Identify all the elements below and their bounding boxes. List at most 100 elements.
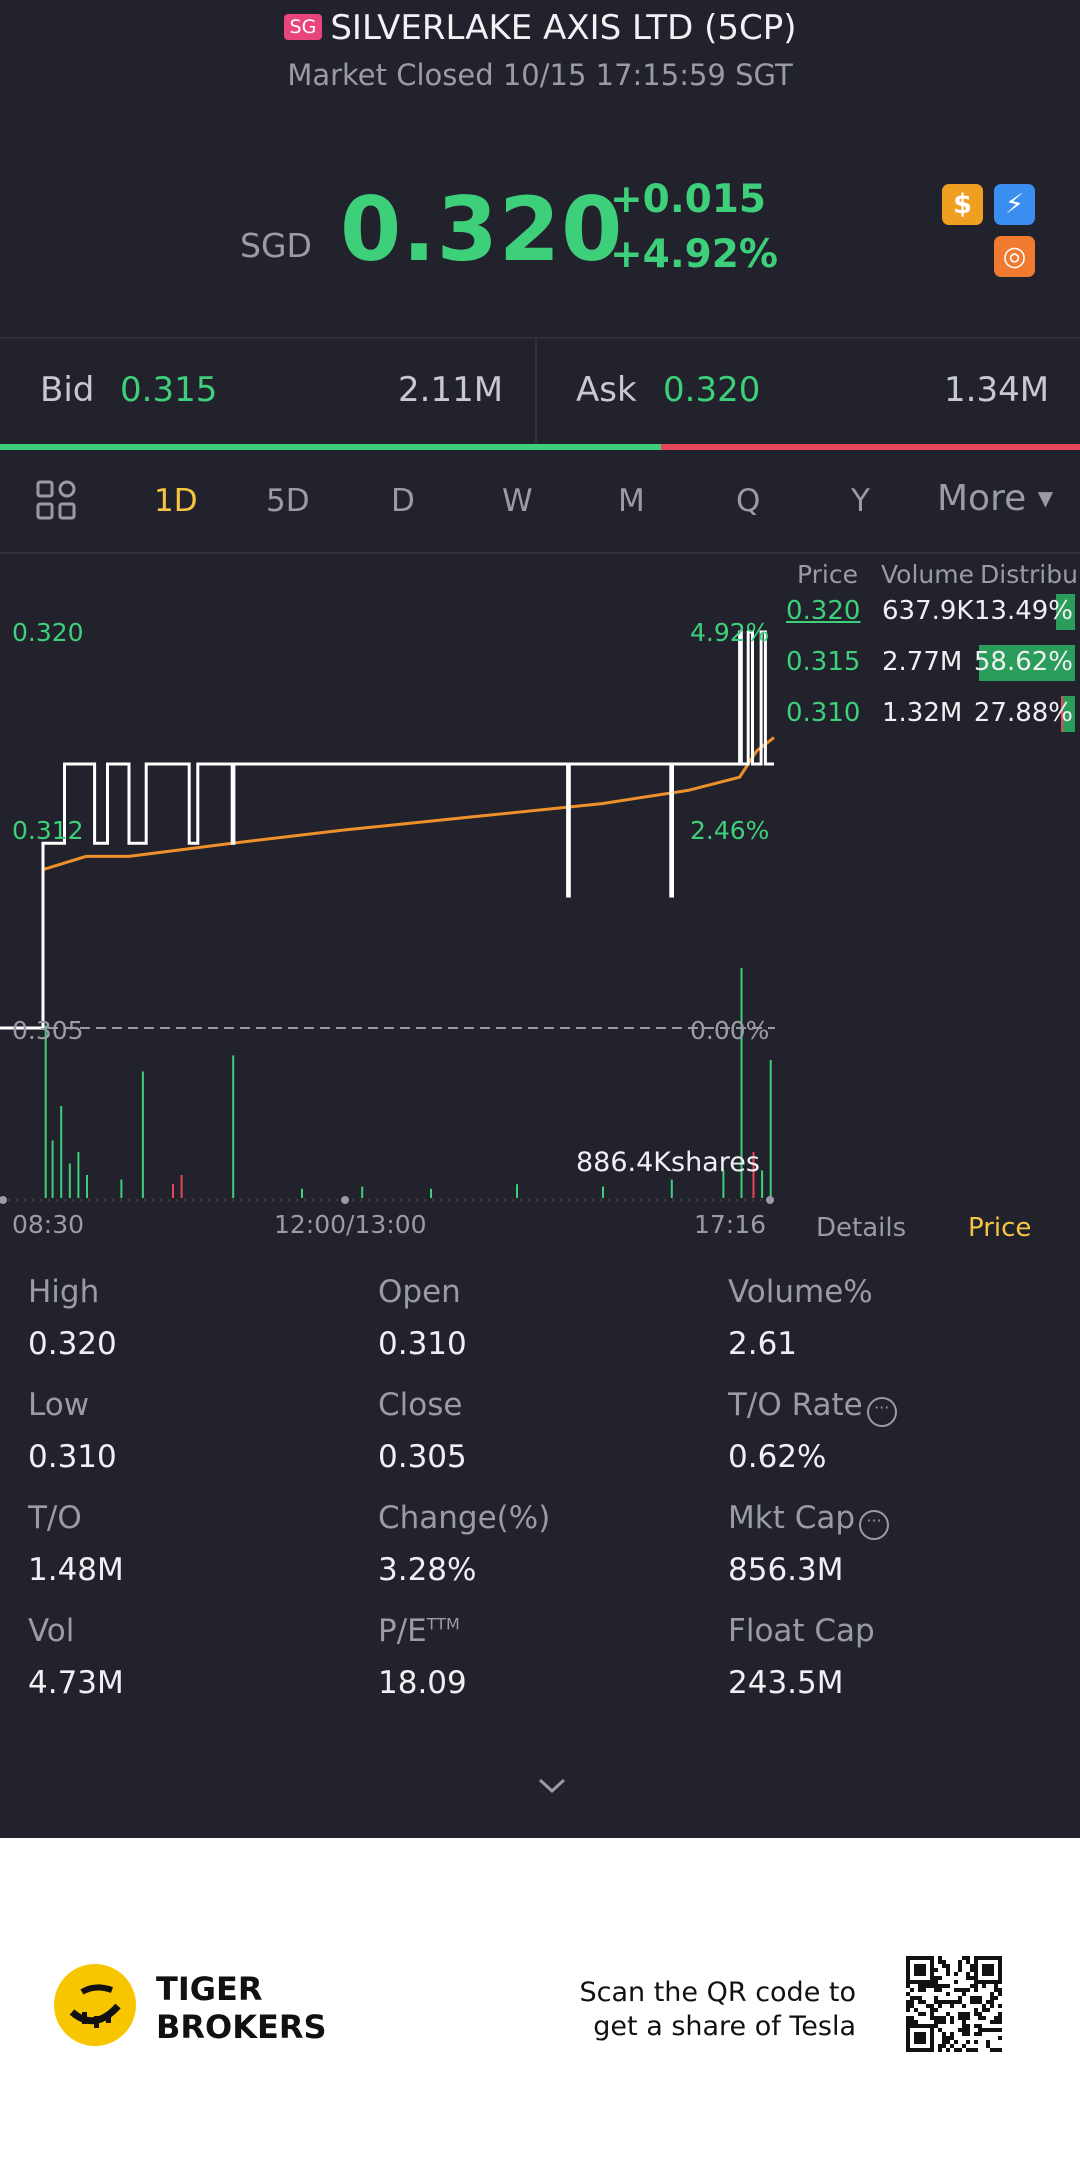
volume-bar (86, 1175, 88, 1198)
dist-percent: 58.62% (973, 647, 1073, 677)
market-status: Market Closed 10/15 17:15:59 SGT (287, 58, 793, 92)
info-icon[interactable]: ··· (859, 1510, 890, 1540)
x-tick-dot (341, 1196, 349, 1204)
dist-bar: 27.88% (974, 696, 1075, 732)
divider (0, 337, 1080, 339)
stat-value: 0.310 (378, 1326, 467, 1362)
tab-details[interactable]: Details (816, 1213, 907, 1243)
tab-d[interactable]: D (391, 483, 415, 519)
dist-bar: 13.49% (974, 594, 1075, 630)
y-tick-label: 0.305 (12, 1016, 84, 1045)
volume-bar (722, 1170, 725, 1198)
dist-price[interactable]: 0.310 (786, 698, 861, 728)
stat-label: High (28, 1274, 99, 1310)
stat-value: 0.62% (728, 1439, 827, 1475)
info-icon[interactable]: ··· (866, 1397, 897, 1427)
y-tick-percent: 0.00% (690, 1016, 770, 1045)
grid-menu-icon[interactable] (36, 480, 76, 520)
dist-header-price: Price (797, 560, 858, 589)
y-tick-percent: 4.92% (690, 618, 770, 647)
brand-line1: TIGER (156, 1970, 263, 2008)
stat-label-text: High (28, 1274, 100, 1310)
volume-bar (361, 1186, 364, 1198)
divider (535, 337, 537, 445)
stat-value: 243.5M (728, 1665, 844, 1701)
dist-volume: 1.32M (882, 698, 963, 728)
volume-bar (232, 1055, 235, 1198)
volume-bar (77, 1152, 80, 1198)
stat-label: Vol (28, 1613, 74, 1649)
x-tick-label: 17:16 (694, 1210, 767, 1239)
dist-buy-fill (979, 645, 1075, 681)
stat-label-text: Change(%) (378, 1500, 551, 1536)
stat-value: 3.28% (378, 1552, 477, 1588)
tab-price[interactable]: Price (968, 1213, 1032, 1243)
y-tick-label: 0.312 (12, 816, 84, 845)
stat-label: Low (28, 1387, 89, 1423)
stat-value: 4.73M (28, 1665, 124, 1701)
tab-m[interactable]: M (618, 483, 645, 519)
volume-bar (769, 1060, 772, 1198)
volume-bar (752, 1152, 755, 1198)
stat-value: 1.48M (28, 1552, 124, 1588)
volume-bar (740, 968, 743, 1198)
tab-y[interactable]: Y (851, 483, 870, 519)
stat-label: Float Cap (728, 1613, 875, 1649)
tab-q[interactable]: Q (736, 483, 761, 519)
dist-price[interactable]: 0.315 (786, 647, 861, 677)
tab-w[interactable]: W (502, 483, 533, 519)
tab-1d[interactable]: 1D (154, 483, 198, 519)
qr-code[interactable] (906, 1956, 1002, 2052)
tab-5d[interactable]: 5D (266, 483, 310, 519)
volume-bar (670, 1179, 673, 1198)
dist-volume: 637.9K (882, 596, 974, 626)
pe-ttm-superscript: TTM (426, 1614, 460, 1634)
stat-label[interactable]: T/O Rate ··· (728, 1387, 897, 1427)
volume-bars (44, 968, 772, 1198)
volume-bar (141, 1071, 144, 1198)
price-change: +0.015 +4.92% (610, 172, 778, 282)
promo-text: Scan the QR code to get a share of Tesla (540, 1976, 856, 2044)
tab-more[interactable]: More ▼ (937, 478, 1053, 519)
dist-percent: 27.88% (973, 698, 1073, 728)
volume-bar (120, 1179, 123, 1198)
stat-label: T/O (28, 1500, 82, 1536)
volume-bar (172, 1184, 174, 1198)
volume-readout: 886.4Kshares (576, 1147, 760, 1178)
dist-price[interactable]: 0.320 (786, 596, 861, 626)
volume-bar (68, 1163, 71, 1198)
lightning-icon[interactable]: ⚡ (994, 184, 1035, 225)
stat-label-text: Vol (28, 1613, 75, 1649)
stat-value: 856.3M (728, 1552, 844, 1588)
dist-percent: 13.49% (973, 596, 1073, 626)
dist-volume: 2.77M (882, 647, 963, 677)
ask-label: Ask (576, 370, 637, 410)
trend-icon[interactable]: ◎ (994, 236, 1035, 277)
stat-label: Open (378, 1274, 461, 1310)
intraday-chart[interactable] (0, 552, 780, 1212)
stat-label-text: Low (28, 1387, 90, 1423)
bid-ask-ratio-bar (0, 444, 1080, 450)
x-tick-dot (0, 1196, 7, 1204)
volume-bar (516, 1184, 518, 1198)
tiger-logo-icon (52, 1962, 138, 2048)
stock-title: SG SILVERLAKE AXIS LTD (5CP) (0, 8, 1080, 48)
stat-label-text: Close (378, 1387, 463, 1423)
dist-bar: 58.62% (974, 645, 1075, 681)
volume-bar (430, 1188, 432, 1198)
stat-label-text: Volume% (728, 1274, 873, 1310)
price-line (0, 630, 774, 1030)
last-price: 0.320 (340, 178, 624, 281)
stat-label: P/ETTM (378, 1613, 460, 1649)
dollar-icon[interactable]: $ (942, 184, 983, 225)
dist-buy-fill (1063, 696, 1075, 732)
stat-label[interactable]: Mkt Cap ··· (728, 1500, 890, 1540)
stat-label: Close (378, 1387, 462, 1423)
stat-value: 18.09 (378, 1665, 467, 1701)
x-tick-label: 08:30 (12, 1210, 85, 1239)
promo-footer: TIGER BROKERS Scan the QR code to get a … (0, 1838, 1080, 2172)
y-tick-percent: 2.46% (690, 816, 770, 845)
volume-bar (60, 1106, 63, 1198)
expand-chevron-icon[interactable] (536, 1776, 568, 1800)
stat-label: Volume% (728, 1274, 873, 1310)
